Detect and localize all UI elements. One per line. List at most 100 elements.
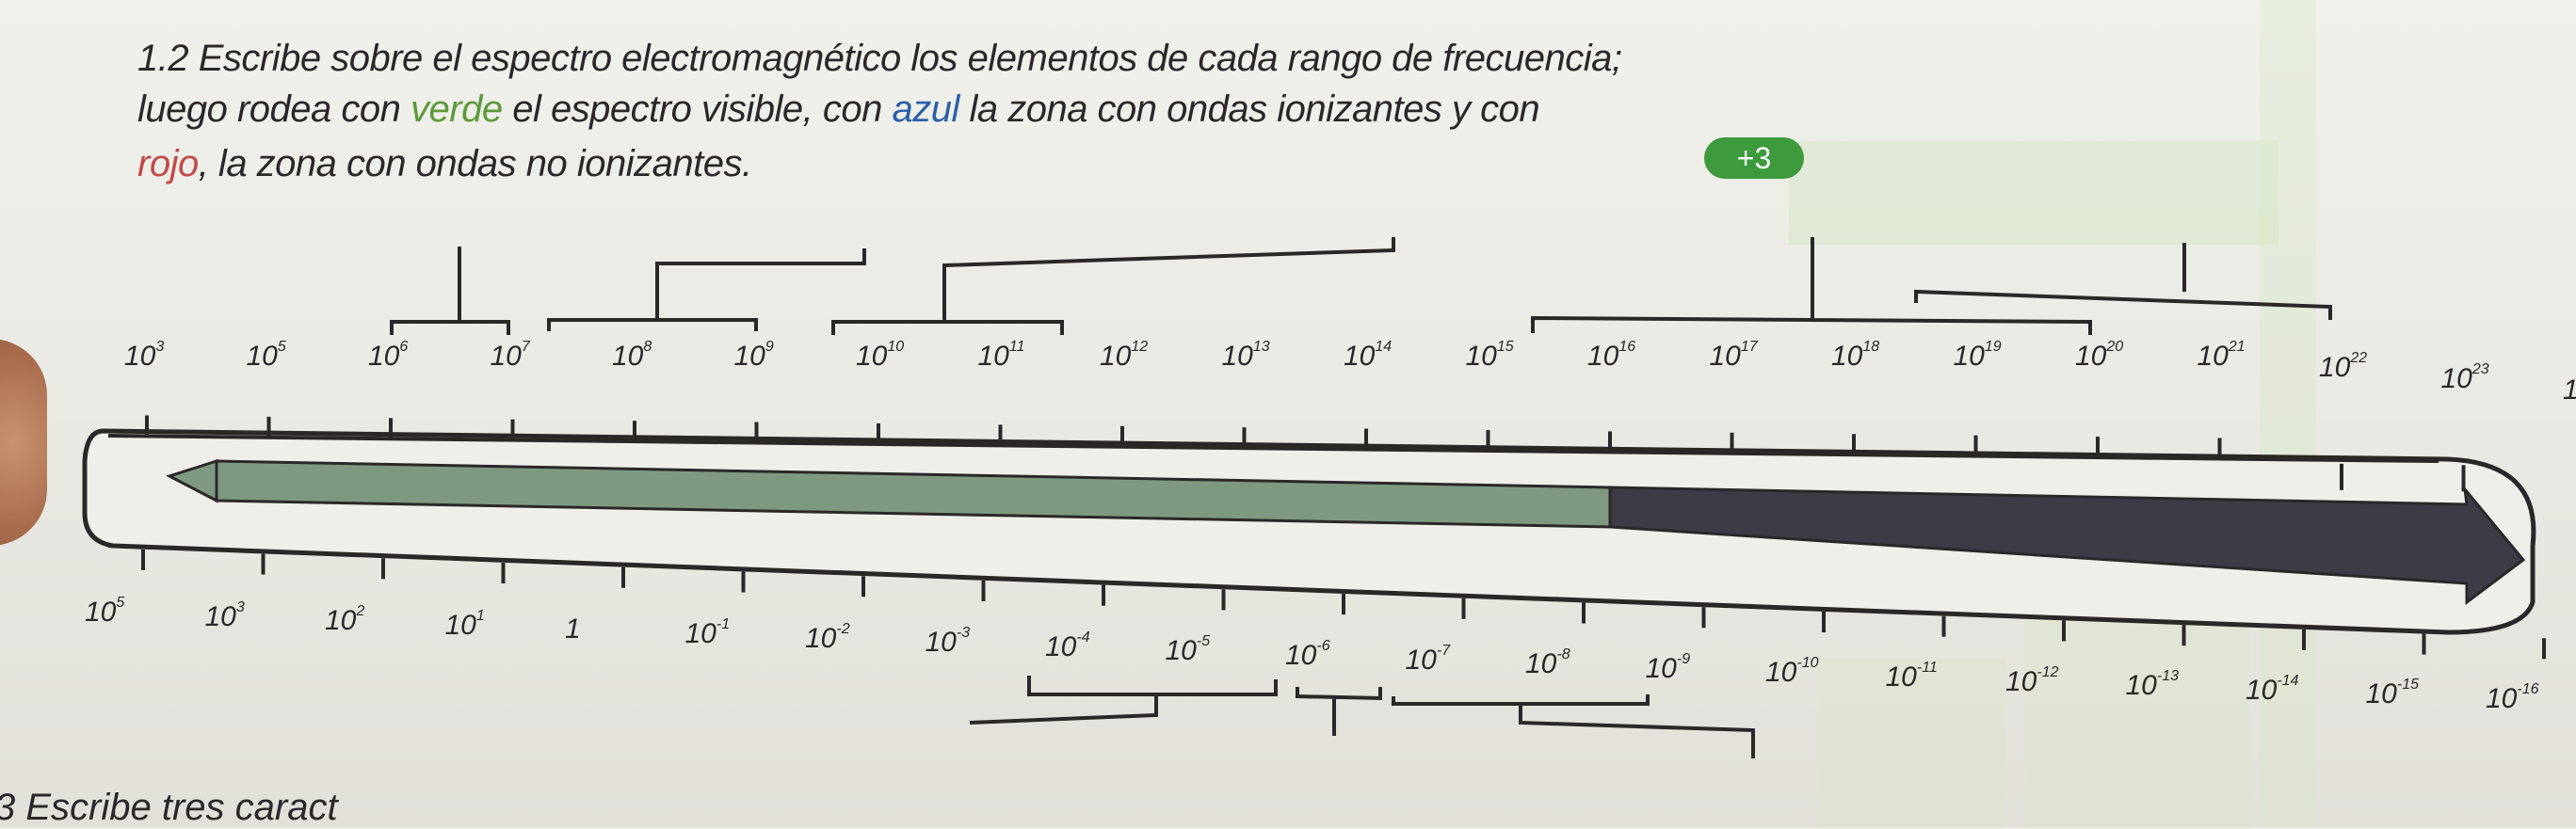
frequency-label-base: 10 [246,341,278,372]
wavelength-label: 10-4 [1045,630,1090,663]
frequency-label: 105 [246,339,286,373]
wavelength-label: 10-11 [1885,660,1938,693]
frequency-label-exponent: 5 [277,339,286,355]
instruction-line-1: 1.2 Escribe sobre el espectro electromag… [137,38,1622,80]
frequency-label-base: 10 [1709,341,1741,372]
wavelength-label-base: 10 [805,622,837,654]
frequency-label: 1017 [1709,339,1758,373]
wavelength-label-base: 10 [1045,630,1077,662]
wavelength-label-exponent: -2 [836,620,850,637]
frequency-label-exponent: 11 [1008,339,1025,355]
frequency-label: 1018 [1831,339,1880,373]
frequency-label: 1010 [856,339,905,373]
frequency-label-base: 10 [733,341,765,372]
instruction-text-1: Escribe sobre el espectro electromagnéti… [198,38,1622,79]
wavelength-label-base: 10 [684,618,716,649]
wavelength-label-exponent: 3 [235,598,245,615]
wavelength-label-base: 10 [1285,640,1317,671]
frequency-label-base: 10 [2197,341,2229,372]
frequency-label-base: 10 [1100,341,1132,372]
frequency-label: 109 [733,339,774,373]
instruction-line-2: luego rodea con verde el espectro visibl… [137,88,1540,131]
frequency-label-base: 10 [2319,352,2351,383]
wavelength-label-exponent: -8 [1556,646,1570,663]
wavelength-label-base: 10 [1165,635,1197,667]
exercise-number: 1.2 [137,38,189,79]
wavelength-label-exponent: -7 [1436,642,1451,659]
wavelength-label: 10-5 [1165,633,1211,667]
wavelength-label: 102 [325,603,365,637]
background-grid-stripe [1817,659,2005,828]
wavelength-label-base: 10 [2125,670,2157,702]
wavelength-label: 10-8 [1525,646,1570,680]
instruction-text-2c: la zona con ondas ionizantes y con [958,88,1540,130]
frequency-label-base: 10 [1221,341,1253,372]
bracket-top-2 [547,248,866,331]
bottom-brackets [969,676,1755,758]
frequency-label-exponent: 7 [521,339,530,355]
wavelength-label-exponent: 1 [475,607,485,624]
wavelength-label-exponent: -11 [1916,660,1938,676]
wavelength-label: 10-2 [805,620,850,655]
wavelength-label-exponent: -5 [1196,633,1211,650]
frequency-label-exponent: 20 [2106,339,2124,355]
wavelength-label-exponent: -16 [2517,681,2539,697]
wavelength-label-base: 1 [565,614,581,646]
wavelength-label-base: 10 [2486,683,2518,714]
wavelength-label-exponent: 5 [116,595,125,611]
frequency-label-exponent: 13 [1252,339,1270,355]
wavelength-label-exponent: 2 [356,603,365,620]
word-red: rojo [137,143,199,184]
spectrum-arrow [166,458,2526,605]
frequency-label-base: 10 [2440,363,2472,394]
frequency-label-base: 10 [977,341,1009,372]
frequency-label: 1015 [1465,339,1514,373]
points-badge: +3 [1704,137,1804,179]
frequency-label-base: 10 [1465,341,1497,372]
wavelength-label-base: 10 [2365,678,2397,710]
wavelength-label-base: 10 [1885,662,1917,693]
wavelength-label: 105 [85,595,125,629]
photo-thumb-edge [0,339,47,546]
wavelength-label: 10-9 [1645,651,1691,685]
frequency-label: 1023 [2440,361,2489,395]
frequency-label-exponent: 15 [1496,339,1514,355]
frequency-label: 106 [368,339,409,373]
frequency-label-base: 10 [368,341,400,372]
arrow-head-left [166,458,218,503]
wavelength-label-base: 10 [85,597,117,628]
word-green: verde [411,88,503,130]
frequency-label: 1013 [1221,339,1270,373]
frequency-label-exponent: 6 [399,339,409,355]
frequency-label-exponent: 18 [1862,339,1880,355]
wavelength-label-exponent: -3 [956,625,971,642]
wavelength-label: 10-3 [926,625,971,659]
frequency-label: 108 [612,339,652,373]
frequency-label-exponent: 19 [1984,339,2002,355]
wavelength-label: 10-1 [684,616,731,650]
wavelength-label-base: 10 [1645,652,1677,684]
wavelength-label: 101 [445,607,485,642]
frequency-label-base: 10 [1831,341,1863,372]
wavelength-label: 103 [205,598,245,633]
wavelength-label-base: 10 [1765,657,1797,689]
frequency-label: 1021 [2197,339,2246,373]
bracket-top-1 [390,247,510,335]
frequency-label-base: 10 [2563,375,2576,406]
frequency-label: 1012 [1100,339,1149,373]
wavelength-label: 1 [565,614,581,646]
wavelength-label: 10-15 [2365,677,2420,710]
bracket-top-4 [1531,237,2092,335]
wavelength-ticks [141,549,2546,660]
instruction-text-2a: luego rodea con [137,88,411,130]
frequency-label: 1014 [1344,339,1392,373]
bracket-bottom-2 [1296,687,1382,736]
frequency-label-exponent: 10 [887,339,905,355]
instruction-line-3: rojo, la zona con ondas no ionizantes. [137,143,752,185]
wavelength-label-base: 10 [1405,644,1437,676]
wavelength-label: 10-10 [1765,655,1819,689]
background-grid-stripe [1789,141,2278,245]
frequency-label-base: 10 [2075,341,2107,372]
wavelength-label-base: 10 [325,605,357,637]
frequency-label-exponent: 12 [1131,339,1149,355]
